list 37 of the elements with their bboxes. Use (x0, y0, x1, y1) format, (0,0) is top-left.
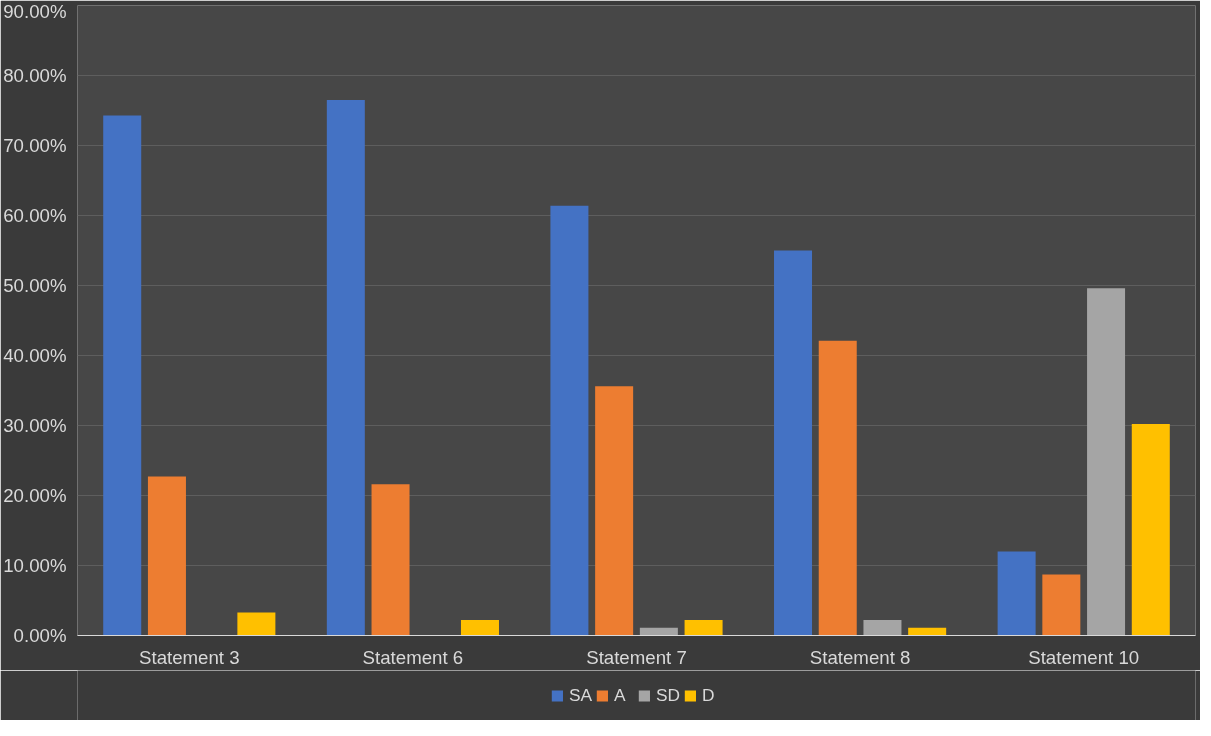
legend-label: D (702, 684, 716, 706)
bar (326, 100, 365, 636)
y-tick-label: 90.00% (3, 0, 67, 22)
bar (639, 627, 678, 636)
y-tick-label: 0.00% (13, 625, 67, 646)
y-tick-label: 20.00% (3, 485, 67, 506)
y-tick-label: 10.00% (3, 555, 67, 576)
bar (774, 250, 813, 636)
bar (1087, 288, 1126, 636)
bar (460, 620, 499, 636)
x-tick-label: Statement 10 (1028, 646, 1140, 668)
bar (997, 551, 1036, 636)
bar (371, 484, 410, 636)
bar (237, 612, 276, 636)
bar (684, 620, 723, 636)
bar (863, 620, 902, 636)
y-tick-label: 70.00% (3, 135, 67, 156)
legend-label: SD (656, 684, 681, 706)
bar (103, 115, 142, 636)
x-tick-label: Statement 7 (586, 646, 687, 668)
bar (1131, 424, 1170, 636)
y-tick-label: 80.00% (3, 65, 67, 86)
y-tick-label: 60.00% (3, 205, 67, 226)
x-tick-label: Statement 3 (139, 646, 240, 668)
bar (550, 205, 589, 636)
x-tick-label: Statement 8 (809, 646, 911, 668)
bar (818, 340, 857, 636)
bar (908, 627, 947, 636)
y-tick-label: 30.00% (3, 415, 67, 436)
y-tick-label: 50.00% (3, 275, 67, 296)
x-tick-label: Statement 6 (362, 646, 464, 668)
y-tick-label: 40.00% (3, 345, 67, 366)
legend-label: A (614, 684, 627, 706)
bar (1042, 574, 1081, 636)
legend-label: SA (568, 684, 593, 706)
bar (595, 386, 634, 636)
bar (147, 476, 186, 636)
